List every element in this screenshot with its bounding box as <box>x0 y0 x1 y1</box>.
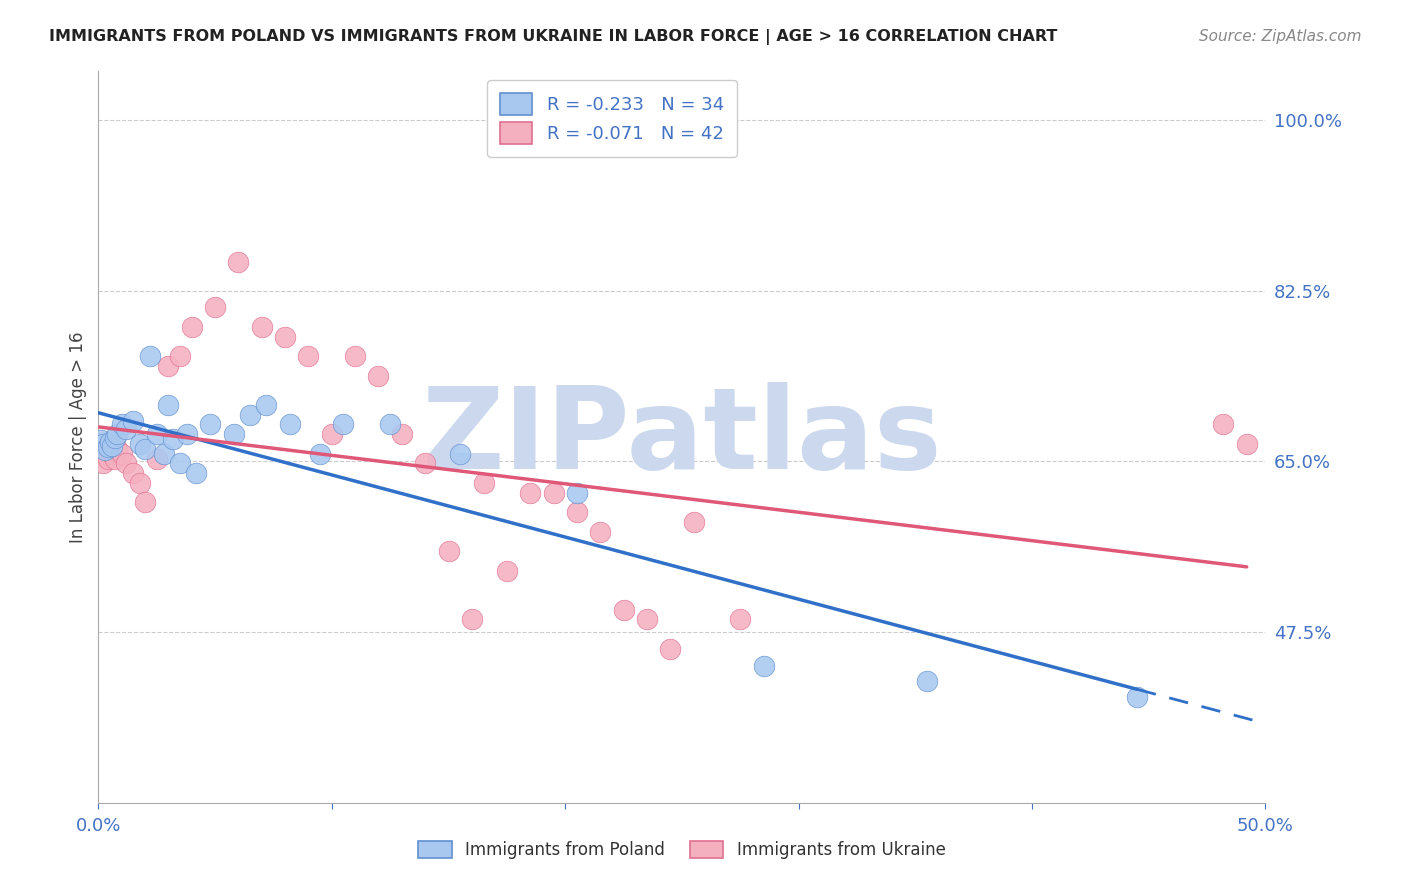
Point <box>228 254 250 268</box>
Point <box>169 457 191 471</box>
Y-axis label: In Labor Force | Age > 16: In Labor Force | Age > 16 <box>69 331 87 543</box>
Point <box>157 359 180 373</box>
Point <box>122 466 145 480</box>
Point <box>101 439 124 453</box>
Point <box>101 447 124 461</box>
Point <box>278 417 301 432</box>
Point <box>176 427 198 442</box>
Point <box>98 437 121 451</box>
Point <box>200 417 222 432</box>
Point <box>91 437 114 451</box>
Point <box>250 319 273 334</box>
Point <box>659 641 682 656</box>
Point <box>115 457 138 471</box>
Point <box>134 495 156 509</box>
Point <box>111 447 134 461</box>
Point <box>1236 437 1258 451</box>
Text: ZIPatlas: ZIPatlas <box>422 382 942 492</box>
Point <box>152 447 174 461</box>
Point <box>97 440 120 454</box>
Point <box>472 475 495 490</box>
Point <box>146 427 169 442</box>
Point <box>222 427 245 442</box>
Point <box>380 417 402 432</box>
Point <box>565 485 588 500</box>
Point <box>543 485 565 500</box>
Point <box>186 466 208 480</box>
Point <box>97 451 120 466</box>
Point <box>180 319 202 334</box>
Point <box>589 524 612 539</box>
Point <box>104 431 127 445</box>
Point <box>122 413 145 427</box>
Legend: Immigrants from Poland, Immigrants from Ukraine: Immigrants from Poland, Immigrants from … <box>411 833 953 868</box>
Point <box>1126 690 1149 705</box>
Point <box>204 301 226 315</box>
Point <box>104 451 127 466</box>
Text: IMMIGRANTS FROM POLAND VS IMMIGRANTS FROM UKRAINE IN LABOR FORCE | AGE > 16 CORR: IMMIGRANTS FROM POLAND VS IMMIGRANTS FRO… <box>49 29 1057 45</box>
Point <box>146 451 169 466</box>
Point <box>115 422 138 436</box>
Point <box>274 329 297 343</box>
Point <box>915 673 938 688</box>
Point <box>134 442 156 456</box>
Point <box>105 427 128 442</box>
Point <box>461 612 484 626</box>
Point <box>105 442 128 456</box>
Point <box>332 417 354 432</box>
Point <box>98 434 121 449</box>
Point <box>239 408 262 422</box>
Point <box>1212 417 1234 432</box>
Point <box>496 564 519 578</box>
Point <box>256 398 278 412</box>
Point <box>309 447 332 461</box>
Point <box>157 398 180 412</box>
Point <box>413 457 436 471</box>
Point <box>321 427 343 442</box>
Point <box>94 442 117 457</box>
Point <box>682 515 704 529</box>
Point <box>94 447 117 461</box>
Point <box>613 603 636 617</box>
Point <box>90 447 112 461</box>
Point <box>129 437 152 451</box>
Point <box>391 427 413 442</box>
Point <box>519 485 541 500</box>
Point <box>139 349 162 363</box>
Point <box>162 432 184 446</box>
Point <box>111 417 134 432</box>
Point <box>90 433 112 447</box>
Point <box>730 612 752 626</box>
Text: Source: ZipAtlas.com: Source: ZipAtlas.com <box>1198 29 1361 44</box>
Point <box>344 349 367 363</box>
Point <box>91 457 114 471</box>
Point <box>752 659 775 673</box>
Point <box>565 505 588 519</box>
Point <box>449 447 471 461</box>
Point <box>129 475 152 490</box>
Point <box>169 349 191 363</box>
Point <box>636 612 658 626</box>
Point <box>437 544 460 558</box>
Point <box>367 368 389 383</box>
Point <box>297 349 319 363</box>
